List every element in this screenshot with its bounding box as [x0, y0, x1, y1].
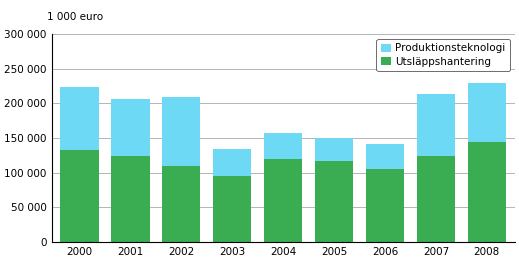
Bar [366, 144, 404, 169]
Bar [213, 149, 251, 176]
Bar [213, 176, 251, 242]
Bar [162, 97, 200, 166]
Bar [264, 159, 302, 242]
Bar [468, 142, 506, 242]
Bar [112, 156, 149, 242]
Text: 1 000 euro: 1 000 euro [47, 11, 103, 22]
Bar [366, 169, 404, 242]
Bar [60, 151, 99, 242]
Legend: Produktionsteknologi, Utsläppshantering: Produktionsteknologi, Utsläppshantering [376, 39, 510, 71]
Bar [60, 87, 99, 151]
Bar [264, 133, 302, 159]
Bar [315, 161, 353, 242]
Bar [162, 166, 200, 242]
Bar [315, 138, 353, 161]
Bar [417, 94, 455, 156]
Bar [112, 99, 149, 156]
Bar [468, 83, 506, 142]
Bar [417, 156, 455, 242]
